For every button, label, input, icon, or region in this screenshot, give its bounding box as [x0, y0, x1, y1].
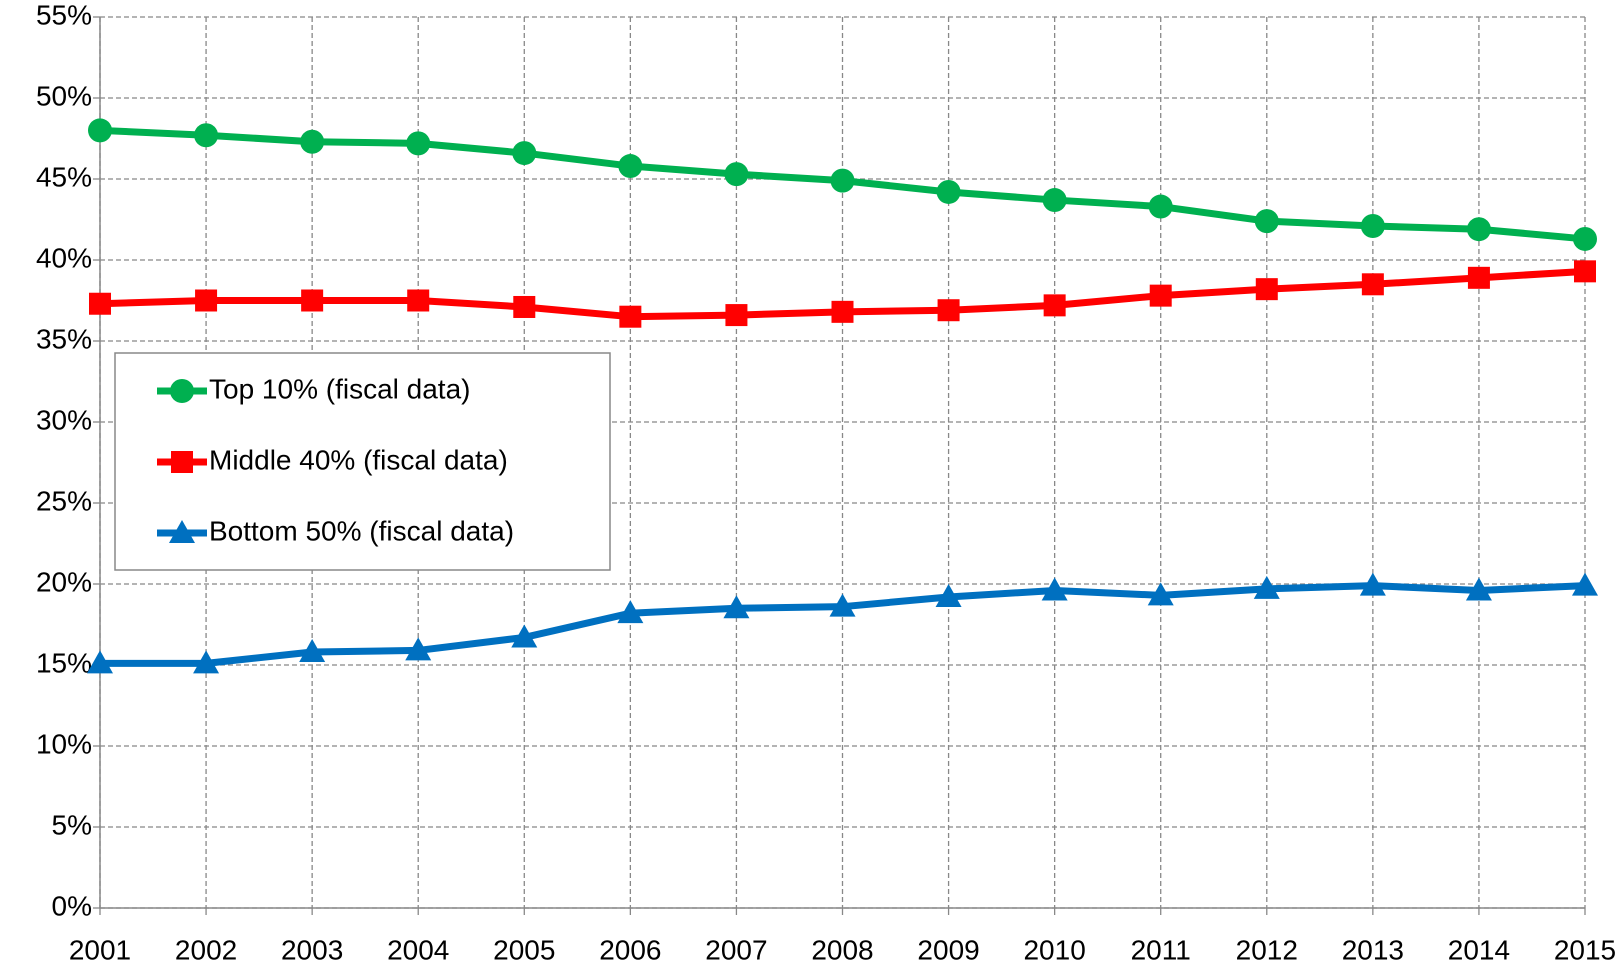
marker	[725, 304, 748, 327]
marker	[723, 595, 750, 619]
marker	[618, 154, 643, 179]
x-tick-label: 2008	[811, 934, 873, 965]
marker	[1147, 582, 1174, 606]
y-tick-label: 40%	[36, 242, 92, 273]
x-tick-label: 2009	[917, 934, 979, 965]
y-tick-label: 45%	[36, 161, 92, 192]
marker	[89, 292, 111, 315]
marker	[169, 520, 195, 543]
marker	[617, 600, 644, 624]
marker	[1148, 194, 1173, 219]
legend-label: Top 10% (fiscal data)	[209, 373, 470, 404]
marker	[1572, 572, 1598, 596]
x-tick-label: 2012	[1236, 934, 1298, 965]
x-tick-label: 2002	[175, 934, 237, 965]
marker	[300, 129, 325, 154]
marker	[194, 123, 219, 148]
marker	[171, 451, 193, 473]
marker	[830, 168, 855, 193]
marker	[511, 624, 538, 648]
x-tick-label: 2010	[1023, 934, 1085, 965]
legend-label: Bottom 50% (fiscal data)	[209, 515, 514, 546]
marker	[724, 162, 749, 187]
x-tick-label: 2005	[493, 934, 555, 965]
marker	[1041, 577, 1068, 601]
marker	[1467, 266, 1490, 289]
y-tick-label: 5%	[52, 809, 92, 840]
y-tick-label: 0%	[52, 890, 92, 921]
marker	[1149, 284, 1172, 307]
marker	[87, 650, 113, 674]
marker	[935, 583, 962, 607]
marker	[1574, 260, 1596, 283]
marker	[1253, 575, 1280, 599]
marker	[1360, 213, 1385, 238]
y-tick-label: 15%	[36, 647, 92, 678]
marker	[512, 141, 537, 166]
y-tick-label: 35%	[36, 323, 92, 354]
marker	[405, 637, 432, 661]
x-tick-label: 2007	[705, 934, 767, 965]
marker	[407, 289, 430, 312]
x-tick-label: 2006	[599, 934, 661, 965]
marker	[1361, 273, 1384, 296]
marker	[1043, 294, 1066, 317]
marker	[1359, 572, 1386, 596]
marker	[1254, 209, 1279, 234]
marker	[301, 289, 324, 312]
marker	[936, 179, 961, 204]
marker	[1465, 577, 1492, 601]
legend-label: Middle 40% (fiscal data)	[209, 444, 508, 475]
x-tick-label: 2011	[1131, 934, 1191, 965]
marker	[193, 650, 220, 674]
marker	[1466, 217, 1491, 242]
x-tick-label: 2001	[69, 934, 131, 965]
y-tick-label: 25%	[36, 485, 92, 516]
x-tick-label: 2014	[1448, 934, 1510, 965]
y-tick-label: 50%	[36, 80, 92, 111]
marker	[299, 639, 326, 663]
y-tick-label: 10%	[36, 728, 92, 759]
y-tick-label: 20%	[36, 566, 92, 597]
marker	[170, 379, 194, 403]
marker	[937, 299, 960, 322]
marker	[1573, 226, 1597, 251]
marker	[829, 593, 856, 617]
x-tick-label: 2003	[281, 934, 343, 965]
x-tick-label: 2015	[1554, 934, 1616, 965]
marker	[88, 118, 112, 143]
x-tick-label: 2004	[387, 934, 449, 965]
marker	[619, 305, 642, 328]
y-tick-label: 30%	[36, 404, 92, 435]
marker	[1042, 188, 1067, 213]
marker	[406, 131, 431, 156]
x-tick-label: 2013	[1342, 934, 1404, 965]
marker	[1255, 278, 1278, 301]
marker	[831, 300, 854, 323]
y-tick-label: 55%	[36, 0, 92, 30]
marker	[195, 289, 218, 312]
marker	[513, 295, 536, 318]
